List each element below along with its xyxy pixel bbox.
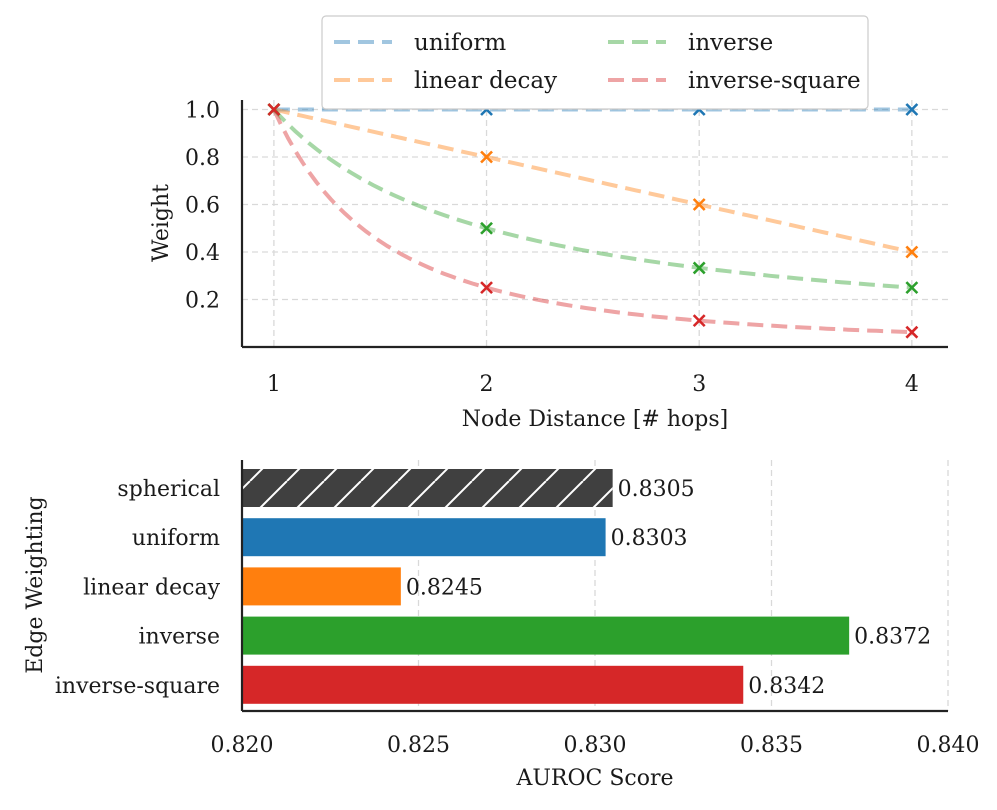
top-y-tick-label: 0.6 bbox=[185, 194, 220, 219]
weight-decay-chart: 1 2 3 4 0.2 0.4 0.6 0.8 1.0 Node Distance [# ho… bbox=[149, 15, 948, 432]
bar-uniform bbox=[242, 518, 606, 557]
bottom-x-tick-label: 0.830 bbox=[564, 733, 627, 758]
top-series-markers bbox=[267, 103, 919, 339]
series-marker-inverse bbox=[480, 221, 493, 235]
top-x-tick-label: 2 bbox=[480, 372, 494, 397]
bottom-y-tick-labels: spherical uniform linear decay inverse inver… bbox=[55, 477, 221, 699]
series-marker-inverse bbox=[692, 261, 706, 275]
series-marker-uniform bbox=[905, 103, 919, 116]
bottom-y-tick-label: inverse bbox=[139, 625, 220, 650]
series-line-inverse-square bbox=[272, 108, 912, 335]
bottom-y-tick-label: inverse-square bbox=[55, 674, 220, 699]
bar-value-label: 0.8245 bbox=[406, 575, 483, 600]
series-line-inverse bbox=[272, 108, 912, 290]
series-marker-inverse-square bbox=[692, 314, 706, 328]
top-y-tick-label: 0.4 bbox=[185, 241, 220, 266]
legend-label: linear decay bbox=[414, 68, 557, 94]
series-marker-linear-decay bbox=[480, 150, 493, 164]
bottom-y-tick-label: spherical bbox=[117, 477, 220, 502]
legend-item-inverse-square: inverse-square bbox=[608, 68, 861, 94]
legend-label: inverse bbox=[688, 30, 773, 56]
bottom-x-tick-label: 0.825 bbox=[387, 733, 450, 758]
series-marker-linear-decay bbox=[905, 245, 919, 259]
top-y-tick-label: 0.8 bbox=[185, 146, 220, 171]
bottom-y-tick-label: linear decay bbox=[83, 575, 220, 600]
legend-frame bbox=[321, 15, 869, 110]
top-x-tick-label: 1 bbox=[267, 372, 281, 397]
top-series-lines bbox=[272, 107, 913, 335]
bottom-y-tick-label: uniform bbox=[132, 526, 220, 551]
legend-label: uniform bbox=[414, 30, 506, 56]
bar-value-label: 0.8305 bbox=[618, 477, 695, 502]
bottom-x-tick-label: 0.835 bbox=[740, 733, 803, 758]
series-marker-inverse-square bbox=[267, 103, 281, 116]
top-y-tick-label: 1.0 bbox=[185, 99, 220, 124]
series-marker-inverse-square bbox=[905, 325, 919, 339]
top-x-axis-label: Node Distance [# hops] bbox=[462, 407, 728, 432]
bottom-y-axis-label: Edge Weighting bbox=[23, 496, 48, 674]
bar-value-label: 0.8372 bbox=[854, 625, 931, 650]
top-y-axis-label: Weight bbox=[149, 184, 174, 262]
top-y-tick-labels: 0.2 0.4 0.6 0.8 1.0 bbox=[185, 99, 220, 314]
series-marker-inverse-square bbox=[480, 281, 493, 295]
bar-inverse-square bbox=[242, 665, 744, 704]
top-x-tick-label: 3 bbox=[692, 372, 706, 397]
legend-item-inverse: inverse bbox=[608, 30, 773, 56]
legend-item-uniform: uniform bbox=[334, 30, 506, 56]
legend-item-linear-decay: linear decay bbox=[334, 68, 557, 94]
top-x-tick-labels: 1 2 3 4 bbox=[267, 372, 919, 397]
bottom-x-tick-label: 0.820 bbox=[211, 733, 274, 758]
bar-value-label: 0.8342 bbox=[748, 674, 825, 699]
bottom-x-tick-label: 0.840 bbox=[917, 733, 980, 758]
legend: uniform linear decay inverse inverse-square bbox=[321, 15, 869, 110]
bar-value-label: 0.8303 bbox=[611, 526, 688, 551]
bottom-x-axis-label: AUROC Score bbox=[515, 766, 673, 791]
series-line-linear-decay bbox=[273, 107, 913, 254]
bottom-bars: 0.8305 0.8303 0.8245 0.8372 0.8342 bbox=[242, 469, 931, 704]
legend-label: inverse-square bbox=[688, 68, 861, 94]
bottom-x-tick-labels: 0.820 0.825 0.830 0.835 0.840 bbox=[211, 733, 980, 758]
bar-hatch-spherical bbox=[242, 469, 613, 507]
bar-linear-decay bbox=[242, 567, 401, 606]
top-x-tick-label: 4 bbox=[905, 372, 919, 397]
bar-inverse bbox=[242, 616, 850, 655]
series-marker-inverse bbox=[905, 281, 919, 295]
top-y-tick-label: 0.2 bbox=[185, 289, 220, 314]
series-marker-linear-decay bbox=[692, 198, 706, 211]
